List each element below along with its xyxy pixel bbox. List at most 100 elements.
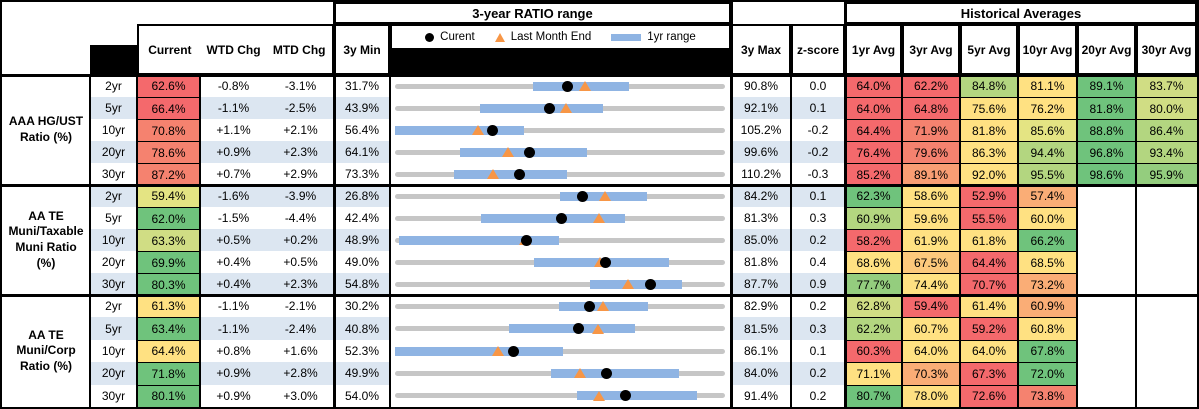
avg-cell: 70.3% (902, 362, 960, 385)
max-3y-cell: 86.1% (731, 339, 791, 363)
z-score-cell: 0.1 (791, 97, 845, 119)
wtd-chg-cell: -1.1% (200, 317, 267, 340)
wtd-chg-cell: +0.8% (200, 339, 267, 363)
mtd-chg-cell: -3.1% (267, 75, 334, 97)
current-marker-icon (543, 102, 555, 114)
grid-vline (1017, 75, 1019, 407)
wtd-chg-cell: -0.8% (200, 75, 267, 97)
one-year-range-bar (395, 346, 563, 356)
current-marker-icon (645, 278, 657, 290)
avg-cell: 68.6% (845, 251, 902, 273)
group-label: AAA HG/UST Ratio (%) (2, 75, 90, 185)
tenor-cell: 5yr (90, 97, 137, 119)
avg-cell: 73.2% (1018, 273, 1077, 295)
avg-cell: 61.4% (960, 295, 1018, 318)
mtd-chg-cell: +2.3% (267, 273, 334, 295)
avg-cell: 70.7% (960, 273, 1018, 295)
min-3y-cell: 73.3% (334, 163, 390, 185)
max-3y-cell: 110.2% (731, 163, 791, 185)
wtd-chg-cell: -1.1% (200, 295, 267, 318)
current-cell: 87.2% (137, 163, 200, 185)
min-3y-cell: 31.7% (334, 75, 390, 97)
avg-cell: 94.4% (1018, 141, 1077, 163)
avg-cell: 73.8% (1018, 384, 1077, 407)
current-cell: 80.3% (137, 273, 200, 295)
avg-cell: 72.6% (960, 384, 1018, 407)
avg-cell: 81.1% (1018, 75, 1077, 97)
grid-vline (136, 75, 138, 407)
avg-10yr-column-header: 10yr Avg (1018, 24, 1077, 75)
wtd-chg-cell: +1.1% (200, 119, 267, 141)
one-year-range-bar (589, 279, 682, 289)
min-3y-cell: 49.0% (334, 251, 390, 273)
last-month-marker-icon (573, 368, 586, 379)
current-cell: 64.4% (137, 339, 200, 363)
grid-vline (843, 2, 847, 407)
avg-cell: 60.0% (1018, 207, 1077, 229)
avg-cell: 59.4% (902, 295, 960, 318)
max-3y-cell: 85.0% (731, 229, 791, 251)
avg-cell: 98.6% (1077, 163, 1136, 185)
last-month-marker-icon (596, 301, 609, 312)
avg-cell: 84.8% (960, 75, 1018, 97)
avg-cell: 59.6% (902, 207, 960, 229)
min-3y-cell: 26.8% (334, 185, 390, 207)
grid-vline (389, 75, 391, 407)
current-marker-icon (572, 323, 584, 335)
max-3y-cell: 91.4% (731, 384, 791, 407)
avg-cell: 64.4% (960, 251, 1018, 273)
avg-cell: 60.3% (845, 339, 902, 363)
z-score-cell: 0.2 (791, 229, 845, 251)
avg-cell: 77.7% (845, 273, 902, 295)
one-year-range-bar (460, 147, 588, 157)
current-marker-icon (521, 234, 533, 246)
avg-cell: 75.6% (960, 97, 1018, 119)
tenor-cell: 5yr (90, 207, 137, 229)
avg-cell: 85.2% (845, 163, 902, 185)
avg-cell: 58.2% (845, 229, 902, 251)
avg-1yr-column-header: 1yr Avg (845, 24, 902, 75)
avg-cell: 68.5% (1018, 251, 1077, 273)
z-score-cell: 0.2 (791, 295, 845, 318)
max-3y-cell: 92.1% (731, 97, 791, 119)
tenor-cell: 5yr (90, 317, 137, 340)
grid-vline (1135, 75, 1137, 407)
range-track (395, 281, 725, 287)
grid-vline (89, 75, 91, 407)
avg-cell: 88.8% (1077, 119, 1136, 141)
wtd-chg-cell: +0.5% (200, 229, 267, 251)
grid-vline (790, 75, 792, 407)
group-label: AA TE Muni/Corp Ratio (%) (2, 295, 90, 407)
value-columns-header: Current WTD Chg MTD Chg (137, 24, 334, 75)
avg-cell: 72.0% (1018, 362, 1077, 385)
avg-cell: 64.4% (845, 119, 902, 141)
range-track (395, 237, 725, 243)
last-month-marker-icon (592, 390, 605, 401)
mtd-chg-cell: +2.9% (267, 163, 334, 185)
avg-cell: 55.5% (960, 207, 1018, 229)
one-year-range-bar (508, 324, 635, 334)
avg-cell: 67.5% (902, 251, 960, 273)
avg-cell: 57.4% (1018, 185, 1077, 207)
tenor-cell: 2yr (90, 185, 137, 207)
range-track (395, 127, 725, 133)
z-score-cell: 0.1 (791, 185, 845, 207)
min-3y-cell: 56.4% (334, 119, 390, 141)
z-score-cell: 0.0 (791, 75, 845, 97)
min-3y-cell: 54.8% (334, 273, 390, 295)
avg-cell: 79.6% (902, 141, 960, 163)
current-cell: 69.9% (137, 251, 200, 273)
min-3y-cell: 42.4% (334, 207, 390, 229)
avg-cell: 83.7% (1136, 75, 1197, 97)
avg-cell: 86.4% (1136, 119, 1197, 141)
last-month-marker-icon (487, 169, 500, 179)
avg-cell: 78.0% (902, 384, 960, 407)
tenor-cell: 2yr (90, 75, 137, 97)
tenor-cell: 2yr (90, 295, 137, 318)
z-score-cell: 0.3 (791, 207, 845, 229)
one-year-range-bar (480, 213, 625, 223)
grid-vline (1076, 75, 1078, 407)
avg-cell: 66.2% (1018, 229, 1077, 251)
max-3y-cell: 90.8% (731, 75, 791, 97)
